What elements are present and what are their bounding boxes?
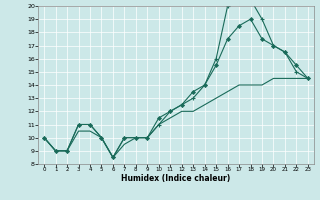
X-axis label: Humidex (Indice chaleur): Humidex (Indice chaleur)	[121, 174, 231, 183]
